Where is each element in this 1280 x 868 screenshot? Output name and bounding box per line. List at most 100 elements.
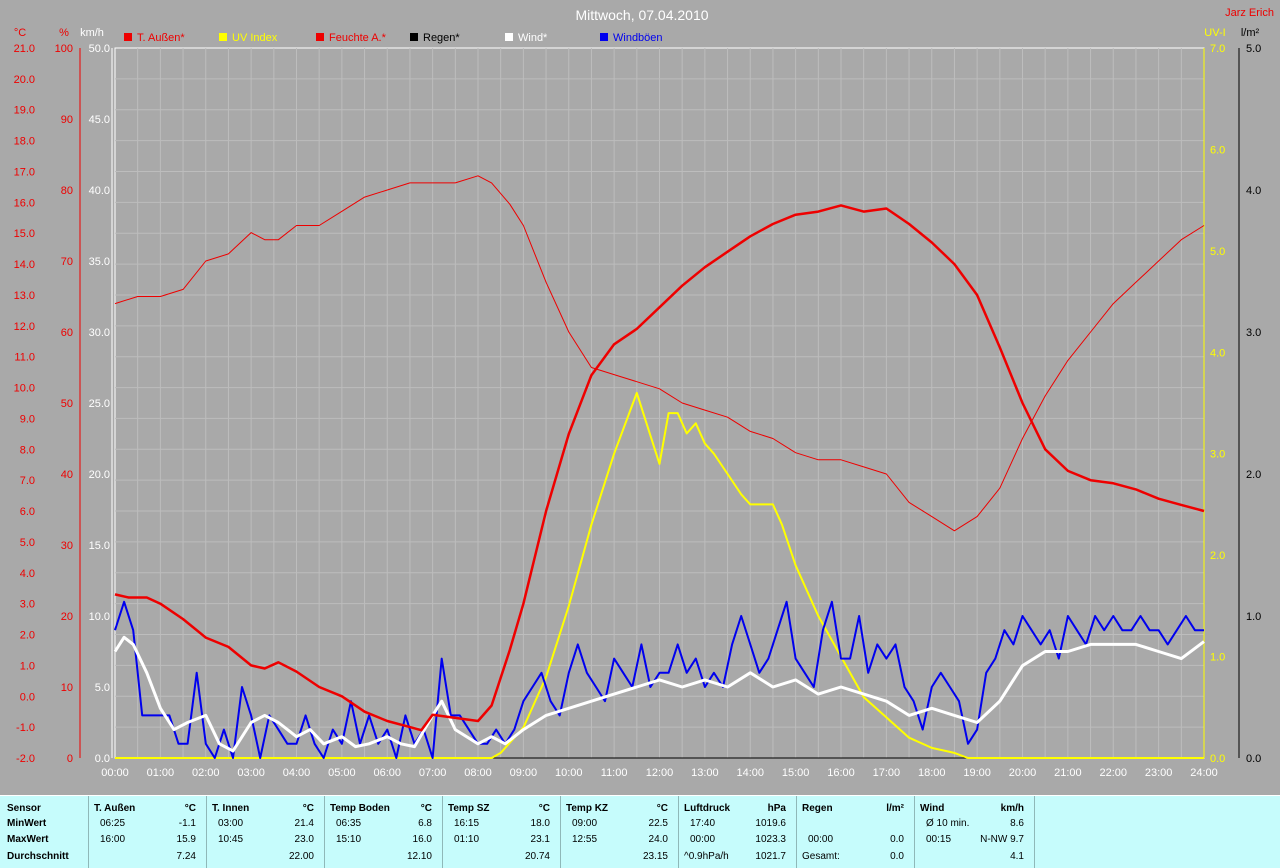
stats-min-time: 03:00 xyxy=(218,818,244,829)
stats-column-name: T. Außen xyxy=(94,803,136,814)
y-tick-label: 21.0 xyxy=(14,43,35,55)
y-tick-label: 10 xyxy=(61,682,73,694)
series-t-außen xyxy=(114,204,1205,732)
legend-label: Regen* xyxy=(423,32,460,44)
stats-max-value: 0.0 xyxy=(890,834,904,845)
chart-grid xyxy=(114,47,1205,759)
y-tick-label: 20.0 xyxy=(14,74,35,86)
stats-max-time: 00:00 xyxy=(690,834,716,845)
stats-max-time: 00:00 xyxy=(808,834,834,845)
axis-label-temp: °C xyxy=(14,27,26,39)
x-tick-label: 16:00 xyxy=(827,767,855,779)
stats-max-value: N-NW 9.7 xyxy=(980,834,1024,845)
y-tick-label: 40.0 xyxy=(89,185,110,197)
x-tick-label: 07:00 xyxy=(419,767,447,779)
y-tick-label: 0.0 xyxy=(20,691,35,703)
stats-column-name: Temp KZ xyxy=(566,803,609,814)
stats-column-name: T. Innen xyxy=(212,803,250,814)
series-windböen xyxy=(114,600,1204,759)
stats-max-value: 24.0 xyxy=(648,834,668,845)
y-tick-label: 4.0 xyxy=(20,568,35,580)
stats-column: Wind km/h Ø 10 min. 8.6 00:15 N-NW 9.7 4.1 xyxy=(914,796,1035,868)
legend-label: T. Außen* xyxy=(137,32,185,44)
stats-max-time: 12:55 xyxy=(572,834,598,845)
y-tick-label: 9.0 xyxy=(20,413,35,425)
y-tick-label: 10.0 xyxy=(89,611,110,623)
y-tick-label: 15.0 xyxy=(14,228,35,240)
y-tick-label: 0 xyxy=(67,753,73,765)
y-tick-label: 1.0 xyxy=(1210,652,1225,664)
stats-avg-value: 12.10 xyxy=(406,851,432,862)
y-tick-label: 13.0 xyxy=(14,290,35,302)
stats-avg-value: 23.15 xyxy=(642,851,668,862)
legend-swatch xyxy=(410,33,418,41)
y-tick-label: 6.0 xyxy=(20,506,35,518)
legend-label: Windböen xyxy=(613,32,663,44)
legend-label: Wind* xyxy=(518,32,548,44)
stats-column: Temp KZ °C 09:00 22.5 12:55 24.0 23.15 xyxy=(560,796,679,868)
y-tick-label: 14.0 xyxy=(14,259,35,271)
legend-label: UV Index xyxy=(232,32,278,44)
series-feuchte-a xyxy=(114,175,1205,532)
stats-avg-value: 22.00 xyxy=(288,851,314,862)
stats-min-value: 1019.6 xyxy=(755,818,786,829)
x-tick-label: 05:00 xyxy=(328,767,356,779)
stats-max-time: 01:10 xyxy=(454,834,480,845)
x-tick-label: 12:00 xyxy=(646,767,674,779)
y-tick-label: 2.0 xyxy=(1210,550,1225,562)
stats-column: Luftdruck hPa 17:40 1019.6 00:00 1023.3 ^0.9hP… xyxy=(678,796,797,868)
stats-min-value: -1.1 xyxy=(178,818,196,829)
y-tick-label: 18.0 xyxy=(14,136,35,148)
stats-column-name: Luftdruck xyxy=(684,803,731,814)
stats-column-unit: °C xyxy=(184,803,196,814)
y-tick-label: 7.0 xyxy=(20,475,35,487)
stats-row-labels: Sensor MinWert MaxWert Durchschnitt xyxy=(0,796,89,868)
stats-avg-value: 7.24 xyxy=(176,851,196,862)
x-tick-label: 24:00 xyxy=(1190,767,1218,779)
y-tick-label: 19.0 xyxy=(14,105,35,117)
stats-avg-label: Gesamt: xyxy=(802,851,840,862)
stats-min-time: Ø 10 min. xyxy=(926,818,970,829)
row-label-sensor: Sensor xyxy=(7,803,41,814)
stats-avg-value: 4.1 xyxy=(1010,851,1024,862)
stats-column-name: Regen xyxy=(802,803,833,814)
y-tick-label: 45.0 xyxy=(89,114,110,126)
legend-swatch xyxy=(505,33,513,41)
y-tick-label: 50.0 xyxy=(89,43,110,55)
legend-label: Feuchte A.* xyxy=(329,32,387,44)
stats-min-value: 18.0 xyxy=(530,818,550,829)
stats-column-name: Wind xyxy=(920,803,945,814)
x-tick-label: 19:00 xyxy=(963,767,991,779)
stats-max-value: 23.1 xyxy=(530,834,550,845)
stats-avg-label: ^0.9hPa/h xyxy=(684,851,729,862)
y-tick-label: 20 xyxy=(61,611,73,623)
stats-column: T. Innen °C 03:00 21.4 10:45 23.0 22.00 xyxy=(206,796,325,868)
row-label-avg: Durchschnitt xyxy=(7,851,69,862)
stats-column: Temp SZ °C 16:15 18.0 01:10 23.1 20.74 xyxy=(442,796,561,868)
stats-column-unit: °C xyxy=(420,803,432,814)
row-label-max: MaxWert xyxy=(7,834,49,845)
y-tick-label: 3.0 xyxy=(1246,327,1261,339)
x-tick-label: 14:00 xyxy=(736,767,764,779)
y-tick-label: 40 xyxy=(61,469,73,481)
x-tick-label: 18:00 xyxy=(918,767,946,779)
stats-max-value: 16.0 xyxy=(412,834,432,845)
x-tick-label: 13:00 xyxy=(691,767,719,779)
axis-label-uv: UV-I xyxy=(1204,27,1225,39)
stats-max-time: 00:15 xyxy=(926,834,952,845)
x-tick-label: 02:00 xyxy=(192,767,220,779)
x-tick-label: 20:00 xyxy=(1009,767,1037,779)
x-tick-label: 01:00 xyxy=(147,767,175,779)
y-tick-label: 7.0 xyxy=(1210,43,1225,55)
chart-series xyxy=(113,175,1205,759)
stats-column-unit: km/h xyxy=(1000,803,1024,814)
y-tick-label: 80 xyxy=(61,185,73,197)
x-tick-label: 10:00 xyxy=(555,767,583,779)
y-tick-label: 25.0 xyxy=(89,398,110,410)
y-tick-label: 2.0 xyxy=(1246,469,1261,481)
stats-column: T. Außen °C 06:25 -1.1 16:00 15.9 7.24 xyxy=(88,796,207,868)
y-tick-label: 50 xyxy=(61,398,73,410)
statistics-table: Sensor MinWert MaxWert Durchschnitt T. A… xyxy=(0,795,1280,868)
y-tick-label: -2.0 xyxy=(16,753,35,765)
x-tick-label: 06:00 xyxy=(373,767,401,779)
